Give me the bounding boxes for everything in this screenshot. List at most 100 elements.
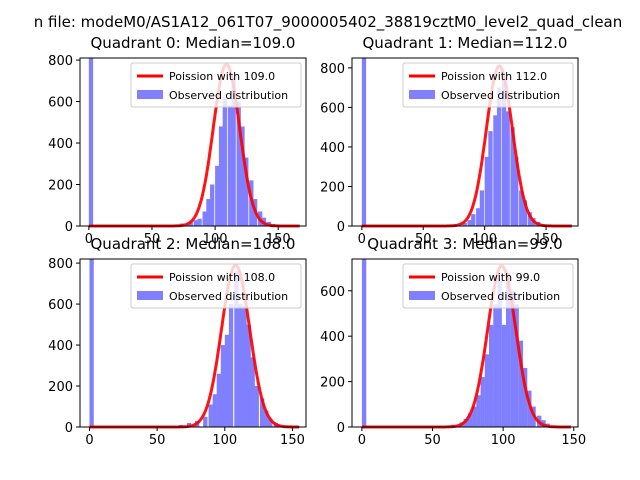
histogram-bar: [216, 373, 222, 427]
histogram-bar: [496, 87, 502, 226]
x-tick-label: 0: [85, 433, 93, 448]
histogram-bar: [479, 190, 485, 226]
y-tick-label: 400: [320, 141, 345, 156]
histogram-bar: [197, 218, 202, 226]
panel-quadrant-1: 0 50 100 150 0 200 400 600 800 Quadrant 1: Median…: [320, 34, 579, 247]
histogram-bar: [264, 410, 269, 427]
y-tick-label: 400: [48, 339, 73, 354]
histogram-bar: [240, 126, 245, 226]
histogram-bar: [231, 76, 236, 227]
y-tick-label: 400: [48, 137, 73, 152]
x-tick-label: 100: [203, 232, 228, 247]
histogram-bar: [188, 222, 193, 226]
histogram-bar: [467, 413, 473, 427]
legend-label-observed: Observed distribution: [441, 89, 560, 102]
histogram-bar: [522, 367, 528, 427]
panel-title: Quadrant 2: Median=108.0: [91, 235, 296, 253]
histogram-bar: [254, 386, 259, 427]
histogram-bar: [259, 398, 265, 427]
legend-label-poisson: Poission with 108.0: [169, 271, 275, 284]
x-tick-label: 100: [212, 433, 237, 448]
x-tick-label: 0: [358, 433, 366, 448]
panel-title: Quadrant 0: Median=109.0: [91, 34, 296, 52]
legend-label-observed: Observed distribution: [169, 89, 288, 102]
histogram-bar: [505, 111, 510, 226]
x-tick-label: 50: [149, 433, 166, 448]
histogram-bar: [238, 304, 243, 427]
x-tick-label: 100: [491, 433, 516, 448]
histogram-bar: [212, 394, 217, 427]
y-tick-label: 0: [65, 220, 73, 235]
y-tick-label: 0: [337, 421, 345, 436]
histogram-bar: [493, 304, 498, 427]
histogram-bar: [206, 199, 211, 226]
histogram-bar: [218, 126, 224, 226]
y-tick-label: 600: [48, 298, 73, 313]
histogram-bar: [234, 271, 239, 427]
histogram-bar: [471, 214, 476, 226]
histogram-bar: [514, 156, 519, 226]
histogram-bar: [208, 404, 213, 427]
x-tick-label: 150: [280, 433, 305, 448]
histogram-bar: [493, 115, 498, 226]
x-tick-label: 50: [415, 232, 432, 247]
x-tick-label: 50: [424, 433, 441, 448]
histogram-bar: [202, 211, 207, 226]
axes-frame: [79, 258, 307, 428]
histogram-bar: [203, 416, 208, 427]
legend-label-observed: Observed distribution: [441, 290, 560, 303]
legend-label-poisson: Poission with 99.0: [441, 271, 540, 284]
x-tick-label: 0: [85, 232, 93, 247]
y-tick-label: 600: [48, 96, 73, 111]
y-tick-label: 200: [48, 380, 73, 395]
histogram-bar: [246, 324, 251, 427]
histogram-bar: [497, 279, 502, 427]
legend-box: [402, 263, 574, 309]
histogram-bar: [228, 304, 234, 427]
histogram-bar: [514, 304, 519, 427]
histogram-bar: [476, 395, 481, 427]
panel-title: Quadrant 3: Median=99.0: [367, 235, 562, 253]
histogram-bar: [488, 131, 493, 226]
legend-label-poisson: Poission with 109.0: [169, 70, 275, 83]
histogram-bar: [527, 390, 532, 427]
histogram-bar: [476, 208, 481, 226]
histogram-bar: [527, 212, 532, 226]
histogram-bar: [484, 156, 489, 226]
y-tick-label: 800: [48, 257, 73, 272]
y-tick-label: 200: [48, 179, 73, 194]
legend-label-poisson: Poission with 112.0: [441, 70, 547, 83]
figure-suptitle: n file: modeM0/AS1A12_061T07_9000005402_…: [34, 13, 623, 32]
y-tick-label: 600: [320, 101, 345, 116]
histogram-bar: [361, 58, 367, 226]
legend-box: [130, 62, 302, 108]
histogram-bar: [462, 223, 467, 226]
x-tick-label: 0: [358, 232, 366, 247]
legend-bar-swatch: [137, 90, 163, 99]
legend-bar-swatch: [409, 90, 435, 99]
axes-frame: [79, 57, 307, 227]
x-tick-label: 50: [144, 232, 161, 247]
y-tick-label: 400: [320, 330, 345, 345]
y-tick-label: 0: [65, 421, 73, 436]
histogram-bar: [522, 200, 528, 226]
legend-label-observed: Observed distribution: [169, 290, 288, 303]
y-tick-label: 0: [337, 220, 345, 235]
x-tick-label: 150: [561, 433, 586, 448]
histogram-bar: [472, 406, 477, 427]
histogram-bar: [227, 105, 233, 226]
x-tick-label: 150: [534, 232, 559, 247]
panel-quadrant-0: 0 50 100 150 0 200 400 600 800 Quadrant 0: Median…: [48, 34, 307, 247]
x-tick-label: 150: [266, 232, 291, 247]
histogram-bar: [361, 259, 367, 427]
histogram-bar: [510, 127, 515, 226]
histogram-bar: [250, 357, 255, 427]
histogram-bar: [222, 97, 227, 226]
histogram-bar: [467, 220, 472, 226]
y-tick-label: 800: [48, 54, 73, 69]
histogram-bar: [89, 259, 94, 427]
histogram-bar: [501, 324, 507, 427]
histogram-bar: [224, 334, 230, 427]
histogram-bar: [220, 345, 226, 427]
